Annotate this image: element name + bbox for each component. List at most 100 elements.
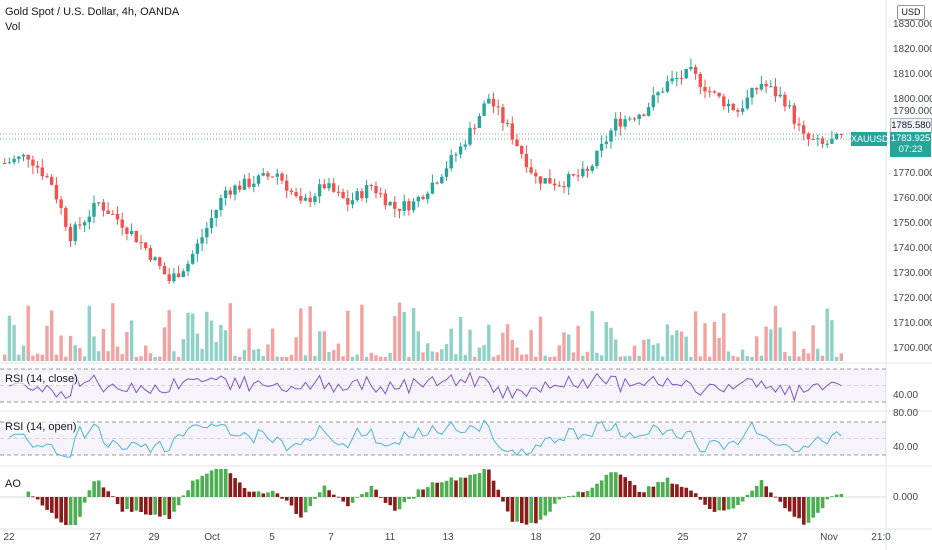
candle-body xyxy=(153,257,157,260)
candle-body xyxy=(839,133,843,135)
volume-label[interactable]: Vol xyxy=(5,21,21,33)
volume-bar xyxy=(223,330,228,361)
rsi-open-line xyxy=(9,419,842,458)
ao-bar xyxy=(364,492,369,497)
volume-bar xyxy=(228,303,232,361)
candle-body xyxy=(59,199,63,208)
ao-bar xyxy=(557,497,562,500)
ao-bar xyxy=(496,489,501,497)
ao-bar xyxy=(82,497,87,503)
ao-bar xyxy=(426,487,430,497)
volume-bar xyxy=(393,316,397,361)
volume-bar xyxy=(144,345,148,361)
volume-bar xyxy=(834,356,839,361)
candle-body xyxy=(454,154,458,156)
candle-body xyxy=(289,190,294,193)
volume-bar xyxy=(64,356,68,361)
ao-bar xyxy=(341,497,345,502)
ao-bar xyxy=(270,490,275,497)
ao-bar xyxy=(567,496,571,497)
candle-body xyxy=(548,178,552,184)
ao-bar xyxy=(54,497,59,519)
volume-bar xyxy=(820,355,825,361)
ao-bar xyxy=(252,491,256,497)
candle-body xyxy=(195,243,200,254)
ao-bar xyxy=(646,486,651,497)
ao-bar xyxy=(816,497,820,513)
ao-bar xyxy=(261,493,266,497)
ao-bar xyxy=(411,497,416,499)
volume-bar xyxy=(628,355,632,361)
candle-body xyxy=(646,107,651,116)
ao-bar xyxy=(233,478,237,497)
candle-body xyxy=(191,253,195,264)
ao-bar xyxy=(590,487,595,497)
volume-bar xyxy=(458,316,463,361)
ao-bar xyxy=(637,491,642,497)
ao-bar xyxy=(355,497,360,498)
candle-body xyxy=(299,196,303,201)
time-axis-label: 11 xyxy=(384,532,396,543)
price-axis-label: 1830.000 xyxy=(893,19,932,30)
rsi-open-axis-label: 40.00 xyxy=(893,442,919,453)
ao-bar xyxy=(31,496,35,498)
ao-bar xyxy=(679,486,684,497)
candle-body xyxy=(148,248,153,260)
time-axis-label: 5 xyxy=(269,532,275,543)
ao-bar xyxy=(374,489,378,497)
volume-bar xyxy=(764,326,768,361)
ao-bar xyxy=(510,497,515,522)
ao-label[interactable]: AO xyxy=(5,478,21,490)
candle-body xyxy=(783,94,787,107)
candle-body xyxy=(538,176,543,184)
volume-bar xyxy=(261,355,265,361)
volume-bar xyxy=(106,351,110,361)
rsi-open-label[interactable]: RSI (14, open) xyxy=(5,421,77,433)
volume-bar xyxy=(167,310,171,361)
volume-bar xyxy=(449,328,453,361)
candle-body xyxy=(379,193,383,195)
volume-bar xyxy=(642,339,646,361)
volume-bar xyxy=(656,343,660,361)
ao-bar xyxy=(623,477,627,497)
ao-bar xyxy=(313,497,317,499)
candle-body xyxy=(219,197,223,210)
symbol-tag[interactable]: XAUUSD xyxy=(851,132,889,146)
volume-bar xyxy=(816,348,820,361)
ao-bar xyxy=(50,497,54,513)
candle-body xyxy=(120,219,124,228)
ao-bar xyxy=(285,497,289,501)
price-axis-label: 1820.000 xyxy=(893,44,932,55)
ao-bar xyxy=(684,487,689,497)
volume-bar xyxy=(482,345,486,361)
ao-bar xyxy=(139,497,143,512)
rsi-close-label[interactable]: RSI (14, close) xyxy=(5,373,78,385)
ao-bar xyxy=(820,497,825,509)
candle-body xyxy=(68,226,73,242)
ao-bar xyxy=(491,480,496,497)
ao-bar xyxy=(783,497,787,509)
last-price-tag: 1783.925 07:23 xyxy=(890,132,931,157)
volume-bar xyxy=(421,352,425,361)
volume-bar xyxy=(510,339,514,361)
ao-bar xyxy=(769,492,773,497)
candle-body xyxy=(759,83,764,90)
ao-bar xyxy=(708,497,712,510)
volume-bar xyxy=(402,311,406,361)
candle-body xyxy=(816,138,820,140)
currency-button[interactable]: USD xyxy=(897,5,925,20)
candle-body xyxy=(129,230,134,234)
volume-bar xyxy=(327,352,331,361)
ao-bar xyxy=(144,497,148,515)
ao-bar xyxy=(712,497,717,512)
ao-bar xyxy=(609,472,613,497)
ao-bar xyxy=(614,472,618,497)
ao-bar xyxy=(562,497,566,498)
chart-title[interactable]: Gold Spot / U.S. Dollar, 4h, OANDA xyxy=(5,6,180,18)
volume-bar xyxy=(115,346,120,361)
candle-body xyxy=(491,98,496,107)
volume-bar xyxy=(397,302,402,361)
ao-bar xyxy=(773,496,778,498)
volume-bar xyxy=(233,355,237,361)
